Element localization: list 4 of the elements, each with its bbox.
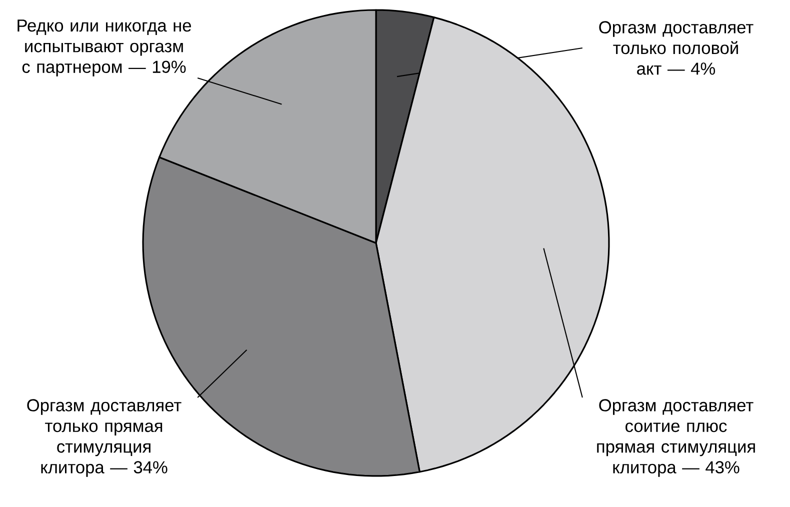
slice-label: Оргазм доставляет только прямая стимуляция клитора — 34% <box>27 399 182 477</box>
slice-label: Редко или никогда не испытывают оргазм с партнером — 19% <box>18 20 192 76</box>
slice-label: Оргазм доставляет только половой акт — 4% <box>599 21 754 75</box>
slice-label: Оргазм доставляет соитие плюс прямая стимуляция клитора — 43% <box>597 399 755 477</box>
